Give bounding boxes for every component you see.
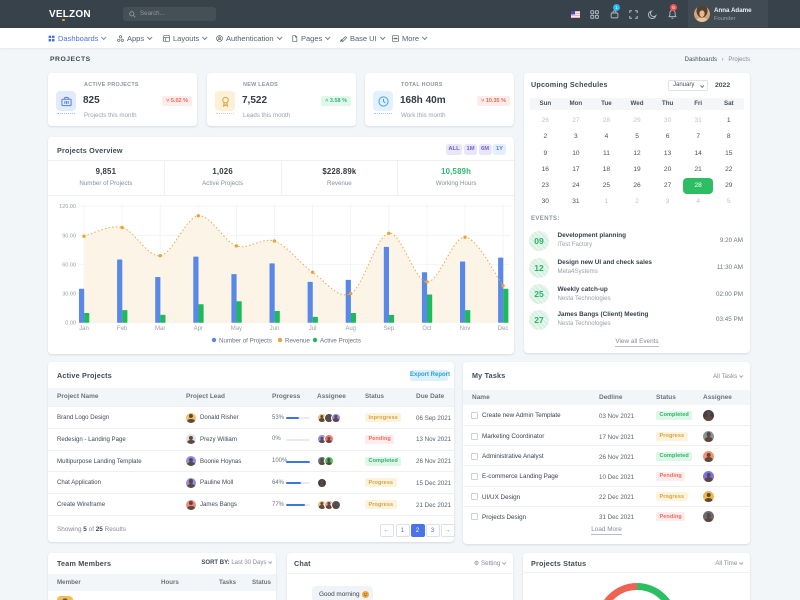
svg-text:120.00: 120.00	[59, 204, 76, 210]
svg-text:Revenue: Revenue	[285, 337, 310, 344]
svg-text:Nov: Nov	[460, 326, 471, 332]
svg-text:Feb: Feb	[117, 326, 128, 332]
svg-text:90.00: 90.00	[62, 233, 76, 239]
svg-text:30.00: 30.00	[62, 292, 76, 298]
svg-text:Mar: Mar	[155, 326, 165, 332]
svg-text:Dec: Dec	[498, 326, 509, 332]
svg-text:Apr: Apr	[194, 326, 203, 332]
svg-text:60.00: 60.00	[62, 262, 76, 268]
svg-text:Sep: Sep	[383, 326, 394, 332]
svg-text:Oct: Oct	[422, 326, 432, 332]
svg-text:Jan: Jan	[79, 326, 89, 332]
svg-text:Aug: Aug	[345, 326, 356, 332]
svg-text:Number of Projects: Number of Projects	[219, 337, 272, 344]
svg-text:Active Projects: Active Projects	[320, 337, 361, 344]
svg-text:0.00: 0.00	[65, 321, 76, 327]
svg-text:May: May	[231, 326, 242, 332]
svg-text:Jul: Jul	[309, 326, 317, 332]
svg-text:Jun: Jun	[270, 326, 280, 332]
